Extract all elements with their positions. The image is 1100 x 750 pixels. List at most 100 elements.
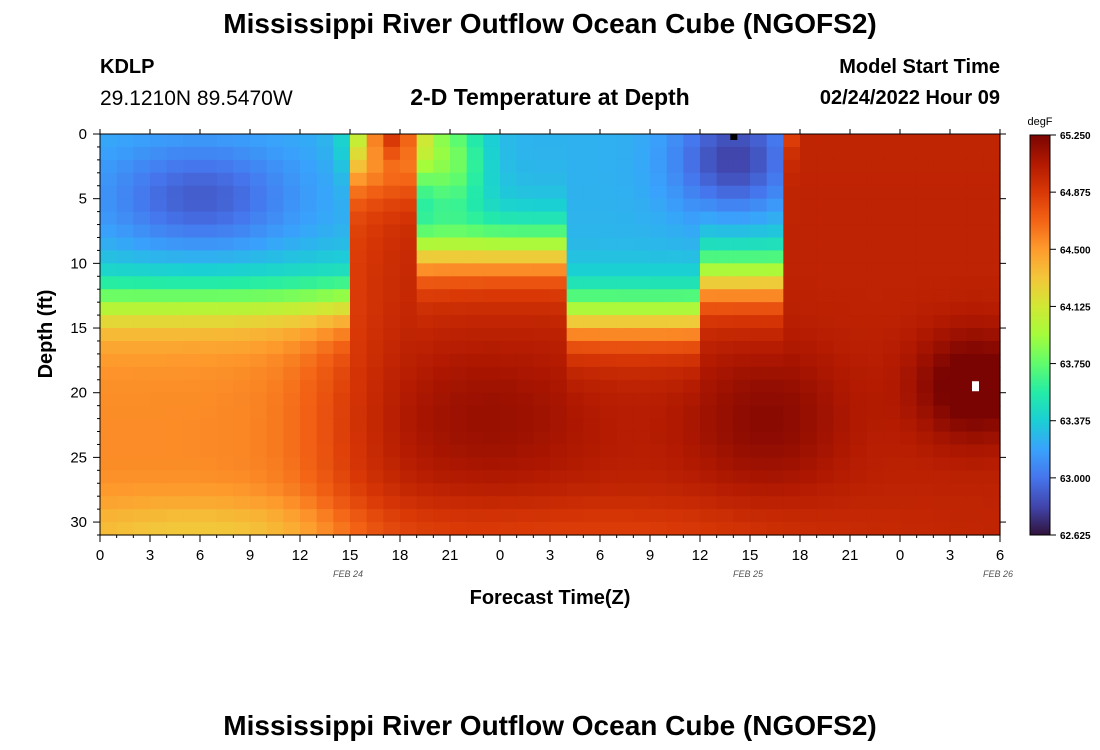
- heatmap-cell: [566, 509, 584, 523]
- heatmap-cell: [150, 392, 168, 407]
- heatmap-cell: [466, 211, 484, 226]
- heatmap-cell: [500, 315, 518, 329]
- heatmap-cell: [883, 146, 901, 161]
- heatmap-cell: [266, 185, 284, 200]
- heatmap-cell: [733, 392, 751, 407]
- heatmap-cell: [683, 457, 701, 471]
- heatmap-cell: [200, 483, 218, 497]
- heatmap-cell: [850, 457, 868, 471]
- heatmap-cell: [483, 289, 501, 303]
- heatmap-cell: [466, 134, 484, 148]
- heatmap-cell: [316, 496, 334, 510]
- heatmap-cell: [466, 379, 484, 394]
- heatmap-cell: [483, 470, 501, 484]
- heatmap-cell: [950, 366, 968, 381]
- heatmap-cell: [166, 315, 184, 329]
- heatmap-cell: [900, 483, 918, 497]
- heatmap-cell: [433, 496, 451, 510]
- heatmap-cell: [883, 496, 901, 510]
- heatmap-cell: [766, 431, 784, 446]
- heatmap-cell: [983, 263, 1001, 277]
- heatmap-cell: [850, 483, 868, 497]
- heatmap-cell: [583, 340, 601, 355]
- heatmap-cell: [783, 340, 801, 355]
- x-tick-label: 3: [546, 547, 554, 564]
- heatmap-cell: [733, 340, 751, 355]
- heatmap-cell: [683, 340, 701, 355]
- heatmap-cell: [683, 315, 701, 329]
- heatmap-cell: [833, 418, 851, 433]
- heatmap-cell: [616, 483, 634, 497]
- heatmap-cell: [983, 224, 1001, 239]
- heatmap-cell: [633, 224, 651, 239]
- heatmap-cell: [100, 379, 118, 394]
- heatmap-cell: [766, 198, 784, 213]
- heatmap-cell: [983, 340, 1001, 355]
- heatmap-cell: [350, 134, 368, 148]
- heatmap-cell: [250, 392, 268, 407]
- heatmap-cell: [433, 483, 451, 497]
- heatmap-cell: [533, 159, 551, 174]
- heatmap-cell: [566, 146, 584, 161]
- heatmap-cell: [316, 340, 334, 355]
- heatmap-cell: [800, 340, 818, 355]
- heatmap-cell: [366, 224, 384, 239]
- heatmap-cell: [383, 250, 401, 264]
- heatmap-cell: [466, 198, 484, 213]
- heatmap-cell: [683, 496, 701, 510]
- heatmap-cell: [750, 470, 768, 484]
- heatmap-cell: [683, 470, 701, 484]
- colorbar-tick-label: 62.625: [1060, 531, 1091, 542]
- heatmap-cell: [600, 146, 618, 161]
- heatmap-cell: [216, 263, 234, 277]
- heatmap-cell: [666, 315, 684, 329]
- station-id: KDLP: [100, 56, 155, 78]
- heatmap-cell: [100, 431, 118, 446]
- heatmap-cell: [683, 444, 701, 458]
- heatmap-cell: [916, 198, 934, 213]
- heatmap-cell: [950, 340, 968, 355]
- heatmap-cell: [766, 134, 784, 148]
- heatmap-cell: [800, 496, 818, 510]
- heatmap-cell: [433, 276, 451, 290]
- heatmap-cell: [933, 276, 951, 290]
- colorbar-tick-label: 64.500: [1060, 245, 1091, 256]
- heatmap-cell: [633, 185, 651, 200]
- heatmap-cell: [450, 250, 468, 264]
- heatmap-cell: [116, 405, 134, 420]
- heatmap-cell: [266, 392, 284, 407]
- heatmap-cell: [783, 522, 801, 536]
- heatmap-cell: [900, 496, 918, 510]
- heatmap-cell: [316, 185, 334, 200]
- heatmap-cell: [216, 392, 234, 407]
- heatmap-cell: [983, 276, 1001, 290]
- heatmap-cell: [916, 315, 934, 329]
- heatmap-cell: [133, 224, 151, 239]
- heatmap-cell: [666, 250, 684, 264]
- heatmap-cell: [133, 134, 151, 148]
- heatmap-cell: [316, 198, 334, 213]
- heatmap-cell: [983, 496, 1001, 510]
- heatmap-cell: [583, 185, 601, 200]
- heatmap-cell: [800, 483, 818, 497]
- heatmap-cell: [550, 315, 568, 329]
- heatmap-cell: [166, 405, 184, 420]
- heatmap-cell: [800, 509, 818, 523]
- heatmap-cell: [400, 328, 418, 342]
- heatmap-cell: [433, 159, 451, 174]
- heatmap-cell: [166, 470, 184, 484]
- heatmap-cell: [316, 289, 334, 303]
- heatmap-cell: [516, 250, 534, 264]
- heatmap-cell: [383, 276, 401, 290]
- heatmap-cell: [400, 263, 418, 277]
- heatmap-cell: [516, 379, 534, 394]
- heatmap-cell: [516, 185, 534, 200]
- heatmap-cell: [833, 405, 851, 420]
- heatmap-cell: [883, 224, 901, 239]
- heatmap-cell: [916, 340, 934, 355]
- heatmap-cell: [916, 353, 934, 368]
- heatmap-cell: [150, 211, 168, 226]
- heatmap-cell: [400, 185, 418, 200]
- heatmap-cell: [133, 418, 151, 433]
- heatmap-cell: [733, 405, 751, 420]
